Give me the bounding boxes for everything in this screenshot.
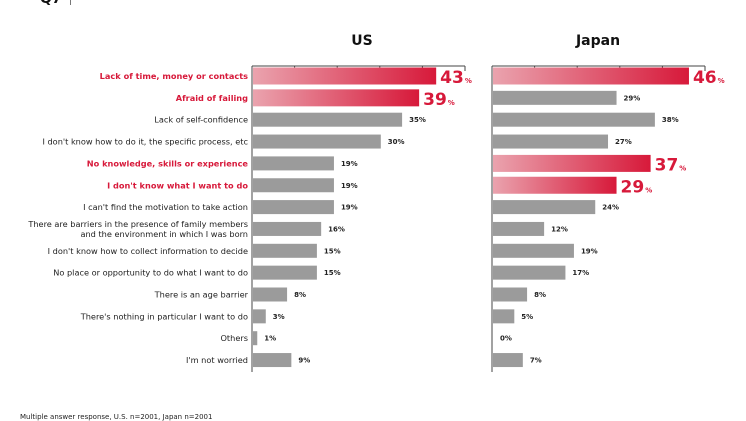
value-label-japan: 0% bbox=[500, 335, 512, 343]
value-label-us: 39% bbox=[423, 90, 455, 110]
value-label-us: 43% bbox=[440, 68, 472, 88]
bar-japan bbox=[493, 243, 574, 258]
category-label: I don't know how to collect information … bbox=[48, 246, 248, 256]
bar-us bbox=[253, 178, 334, 193]
bar-japan bbox=[493, 309, 515, 324]
value-label-us: 19% bbox=[341, 182, 358, 190]
value-label-us: 9% bbox=[298, 357, 310, 365]
value-label-japan: 8% bbox=[534, 291, 546, 299]
value-label-japan: 38% bbox=[662, 116, 679, 124]
bar-japan bbox=[493, 176, 617, 194]
value-label-us: 19% bbox=[341, 204, 358, 212]
bar-us bbox=[253, 112, 403, 127]
bar-us bbox=[253, 353, 292, 368]
category-label: Lack of time, money or contacts bbox=[100, 71, 248, 81]
panel-title-us: US bbox=[351, 33, 373, 49]
bar-japan bbox=[493, 67, 689, 85]
value-label-japan: 19% bbox=[581, 247, 598, 255]
bar-japan bbox=[493, 90, 617, 105]
bar-us bbox=[253, 221, 322, 236]
title-separator bbox=[69, 0, 71, 5]
bar-japan bbox=[493, 200, 596, 215]
bar-us bbox=[253, 287, 288, 302]
value-label-us: 16% bbox=[328, 225, 345, 233]
bar-us bbox=[253, 89, 420, 107]
bar-us bbox=[253, 67, 437, 85]
category-label: There is an age barrier bbox=[154, 290, 249, 300]
value-label-japan: 27% bbox=[615, 138, 632, 146]
bar-japan bbox=[493, 134, 609, 149]
value-label-japan: 17% bbox=[572, 269, 589, 277]
value-label-japan: 12% bbox=[551, 225, 568, 233]
value-label-us: 3% bbox=[273, 313, 285, 321]
category-label: No place or opportunity to do what I wan… bbox=[53, 268, 248, 278]
bar-us bbox=[253, 200, 334, 215]
category-label: Lack of self-confidence bbox=[154, 115, 248, 125]
category-label: I don't know how to do it, the specific … bbox=[42, 137, 248, 147]
value-label-us: 1% bbox=[264, 335, 276, 343]
value-label-us: 30% bbox=[388, 138, 405, 146]
bar-us bbox=[253, 134, 381, 149]
bar-us bbox=[253, 309, 266, 324]
category-label: I can't find the motivation to take acti… bbox=[83, 202, 248, 212]
value-label-japan: 29% bbox=[621, 177, 653, 197]
category-label: Others bbox=[220, 333, 248, 343]
panel-japan: 46%29%38%27%37%29%24%12%19%17%8%5%0%7% bbox=[491, 65, 725, 372]
footnote: Multiple answer response, U.S. n=2001, J… bbox=[20, 413, 213, 421]
value-label-us: 35% bbox=[409, 116, 426, 124]
value-label-us: 8% bbox=[294, 291, 306, 299]
bar-us bbox=[253, 156, 334, 171]
value-label-japan: 37% bbox=[655, 155, 687, 175]
bar-japan bbox=[493, 287, 528, 302]
value-label-japan: 24% bbox=[602, 204, 619, 212]
bar-us bbox=[253, 243, 317, 258]
value-label-japan: 7% bbox=[530, 357, 542, 365]
category-label: No knowledge, skills or experience bbox=[87, 158, 249, 168]
bar-japan bbox=[493, 265, 566, 280]
category-label: There are barriers in the presence of fa… bbox=[27, 219, 248, 239]
bar-japan bbox=[493, 221, 545, 236]
category-labels: Lack of time, money or contacts Afraid of… bbox=[27, 71, 248, 365]
panel-title-japan: Japan bbox=[575, 33, 621, 49]
value-label-us: 19% bbox=[341, 160, 358, 168]
category-label: There's nothing in particular I want to … bbox=[80, 311, 248, 321]
category-label: I don't know what I want to do bbox=[107, 180, 248, 190]
value-label-us: 15% bbox=[324, 269, 341, 277]
panel-us: 43%39% 35% 30% 19% 19% 19% 16% 15% 15% 8% 3% 1% 9% bbox=[251, 65, 472, 372]
value-label-japan: 46% bbox=[693, 68, 725, 88]
bar-japan bbox=[493, 112, 655, 127]
bar-us bbox=[253, 331, 258, 346]
category-label: Afraid of failing bbox=[176, 93, 248, 103]
category-label: I'm not worried bbox=[186, 355, 248, 365]
question-label: Q7 bbox=[40, 0, 62, 7]
value-label-japan: 5% bbox=[521, 313, 533, 321]
bar-japan bbox=[493, 154, 651, 172]
question-title: Q7 bbox=[40, 0, 599, 7]
bar-japan bbox=[493, 353, 523, 368]
value-label-us: 15% bbox=[324, 247, 341, 255]
value-label-japan: 29% bbox=[624, 94, 641, 102]
bar-us bbox=[253, 265, 317, 280]
